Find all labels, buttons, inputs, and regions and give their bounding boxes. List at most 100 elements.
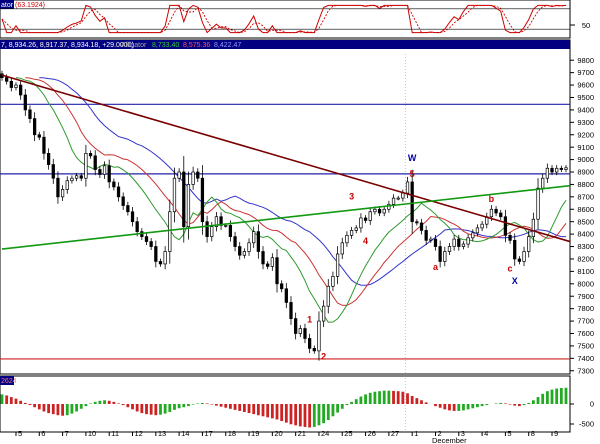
time-tick-label: 8 (531, 429, 535, 438)
month-label: December (432, 436, 467, 444)
price-tick-label: 9000 (577, 155, 594, 164)
time-tick-label: 1 (414, 429, 418, 438)
candle-body (168, 211, 172, 252)
candle-body (79, 175, 83, 179)
candle-body (513, 239, 517, 260)
time-tick-label: 9 (554, 429, 558, 438)
price-tick-label: 9400 (577, 105, 594, 114)
candle-body (461, 243, 466, 247)
candle-body (163, 251, 167, 265)
wave-label-2: 2 (321, 352, 326, 362)
time-tick-label: 3 (461, 429, 465, 438)
candle-body (564, 167, 568, 170)
candle-body (42, 136, 46, 154)
stochastic-levels (0, 8, 570, 30)
candle-body (396, 197, 400, 200)
candle-body (531, 218, 536, 237)
trendlines (1, 74, 571, 250)
stochastic-signal-line (1, 4, 567, 34)
candle-body (503, 216, 508, 236)
alligator-lips-value: 8,422.47 (214, 42, 241, 49)
alligator-jaw-value: 8,733.40 (152, 42, 179, 49)
stochastic-pane: ator (63.1924) 50 (0, 0, 590, 39)
candle-body (401, 192, 405, 199)
price-tick-label: 9600 (577, 81, 594, 90)
candle-body (112, 181, 116, 188)
oscillator-header-bg (0, 376, 14, 385)
time-tick-label: 25 (344, 429, 352, 438)
candle-body (382, 208, 386, 214)
time-tick-label: 24 (321, 429, 329, 438)
candle-body (480, 223, 484, 229)
candle-body (345, 235, 349, 244)
price-tick-label: 9800 (577, 56, 594, 65)
price-tick-label: 9100 (577, 143, 594, 152)
alligator-lips-line (15, 77, 567, 323)
time-tick-label: 20 (274, 429, 282, 438)
oscillator-axis: 0 -500 (570, 400, 594, 429)
price-header-bar (0, 40, 570, 49)
price-tick-label: 7800 (577, 304, 594, 313)
time-tick-label: 2 (437, 429, 441, 438)
time-tick-label: 14 (181, 429, 189, 438)
wave-label-c: c (508, 263, 513, 273)
candle-body (210, 226, 214, 237)
candle-body (191, 171, 195, 185)
price-info: 7, 8,934.26, 8,917.37, 8,934.18, +29.000… (1, 42, 134, 49)
stochastic-main-line (1, 4, 567, 34)
trendline-down (1, 74, 571, 243)
candle-body (14, 84, 18, 88)
candle-body (135, 221, 139, 232)
candle-body (28, 109, 32, 119)
price-tick-label: 7900 (577, 292, 594, 301)
candle-body (443, 251, 447, 262)
oscillator-value: 2624 (1, 378, 17, 385)
candle-body (242, 251, 247, 256)
time-tick-label: 5 (507, 429, 511, 438)
candle-body (550, 167, 554, 173)
candle-body (177, 171, 181, 179)
candle-body (5, 77, 9, 82)
candle-body (261, 251, 265, 265)
candle-body (93, 155, 97, 170)
candle-body (335, 253, 340, 277)
candle-body (317, 320, 321, 352)
alligator-teeth-line (25, 77, 567, 306)
price-tick-label: 9300 (577, 118, 594, 127)
candle-body (536, 187, 540, 220)
alligator-teeth-value: 8,575.36 (183, 42, 210, 49)
candle-body (429, 238, 433, 241)
price-tick-label: 9700 (577, 68, 594, 77)
oscillator-tick-label: 0 (590, 400, 594, 409)
candle-body (471, 232, 475, 239)
time-tick-label: 7 (65, 429, 69, 438)
candle-body (126, 205, 130, 213)
stochastic-lines (1, 4, 567, 34)
candle-body (424, 230, 428, 241)
candle-body (116, 186, 121, 198)
stochastic-header-bg (0, 0, 14, 9)
price-tick-label: 7400 (577, 354, 594, 363)
alligator-label: Alligator (121, 42, 147, 49)
candle-body (107, 165, 111, 183)
candle-body (415, 221, 419, 224)
candle-body (196, 171, 200, 179)
candle-body (433, 238, 438, 247)
candle-body (508, 235, 512, 241)
candle-body (340, 242, 344, 255)
candle-body (149, 241, 153, 247)
candle-body (98, 169, 102, 175)
candle-body (228, 225, 233, 237)
candle-body (294, 318, 298, 334)
time-tick-label: 4 (484, 429, 488, 438)
candle-body (84, 153, 88, 179)
candle-body (466, 237, 470, 245)
candle-body (270, 257, 274, 267)
price-plot-area (0, 39, 571, 375)
candle-body (74, 175, 79, 179)
price-tick-label: 7500 (577, 342, 594, 351)
candle-body (51, 164, 55, 179)
candle-body (200, 177, 205, 223)
price-tick-label: 8900 (577, 168, 594, 177)
candle-body (23, 94, 27, 111)
